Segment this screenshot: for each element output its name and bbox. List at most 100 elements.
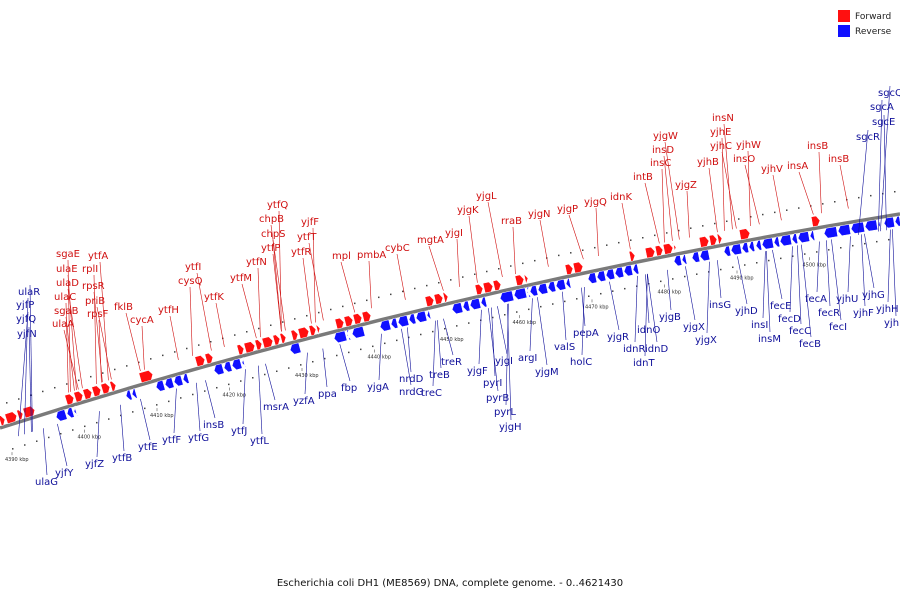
axis-dot: [822, 203, 824, 205]
reverse-gene-label-leader: [205, 380, 216, 419]
axis-dot: [354, 302, 356, 305]
reverse-gene-arrow: [173, 374, 184, 387]
forward-gene-label-leader: [644, 182, 660, 244]
axis-dot: [198, 344, 200, 346]
forward-gene-label-leader: [312, 227, 316, 323]
forward-gene-arrow: [738, 228, 751, 241]
forward-gene-label-leader: [302, 257, 312, 324]
forward-gene-label-leader: [708, 167, 718, 233]
reverse-gene-label-leader: [609, 281, 620, 331]
forward-gene-label: insN: [712, 113, 734, 124]
forward-gene-arrow: [482, 281, 494, 294]
reverse-gene-arrow: [587, 272, 598, 284]
forward-gene-label-leader: [308, 242, 324, 321]
reverse-gene-arrow: [529, 285, 539, 297]
axis-dot: [894, 190, 896, 193]
axis-dot: [246, 331, 248, 333]
forward-gene-label: rpsF: [87, 309, 109, 320]
axis-dot: [66, 383, 68, 385]
forward-gene-label: insD: [652, 145, 674, 156]
axis-dot: [432, 330, 434, 333]
forward-gene-arrow: [514, 274, 525, 287]
forward-gene-arrow: [297, 326, 310, 339]
axis-dot: [696, 273, 698, 275]
axis-dot: [864, 242, 866, 245]
forward-gene-label: sgaB: [54, 306, 79, 317]
axis-dot: [528, 308, 530, 311]
legend-reverse-label: Reverse: [855, 27, 892, 37]
axis-dot: [6, 402, 8, 404]
forward-gene-label: fklB: [114, 302, 133, 313]
forward-gene-label-leader: [241, 283, 257, 339]
forward-gene-label-leader: [141, 325, 145, 370]
reverse-gene-arrow: [289, 342, 302, 355]
axis-dot: [798, 207, 800, 209]
forward-gene-label: rraB: [501, 216, 522, 227]
reverse-gene-label-leader: [645, 274, 650, 324]
forward-gene-label: yjhE: [710, 127, 731, 138]
forward-gene-labels: sgaE ulaE ulaD ulaC sgaB ulaA rplI rpsR priB rpsF…: [52, 113, 849, 393]
forward-gene-label: yjhC: [710, 141, 732, 152]
forward-gene-arrow: [492, 279, 502, 292]
reverse-gene-label-leader: [43, 428, 48, 476]
forward-gene-label-leader: [98, 319, 102, 383]
reverse-gene-label: yjgA: [367, 382, 389, 393]
forward-gene-label: yjgZ: [675, 180, 697, 191]
axis-dot: [138, 361, 140, 364]
reverse-gene-arrow: [791, 233, 799, 245]
reverse-gene-label: ytfL: [250, 436, 269, 447]
reverse-gene-arrow: [231, 358, 243, 371]
reverse-gene-arrow: [223, 361, 233, 373]
reverse-gene-label-leader: [647, 273, 658, 343]
axis-dot: [642, 237, 644, 239]
axis-dot: [750, 216, 752, 218]
reverse-gene-arrow: [614, 266, 625, 279]
reverse-gene-label: sgcA: [870, 102, 894, 113]
reverse-gene-label: valS: [554, 342, 575, 353]
axis-dot: [306, 314, 308, 317]
axis-dot: [588, 295, 590, 297]
axis-dot: [840, 247, 842, 249]
axis-dot: [888, 238, 890, 241]
reverse-gene-arrow: [623, 264, 634, 277]
forward-gene-label: yjhV: [761, 164, 783, 175]
reverse-gene-arrow: [73, 405, 79, 417]
axis-dot: [108, 418, 110, 420]
axis-dot: [150, 358, 152, 360]
legend: Forward Reverse: [838, 10, 892, 37]
reverse-gene-label: ytfB: [112, 453, 132, 464]
forward-gene-arrow: [204, 352, 214, 365]
reverse-gene-label-leader: [242, 369, 246, 425]
axis-dot: [552, 303, 554, 305]
axis-dot: [762, 213, 764, 216]
axis-dot: [78, 379, 80, 382]
reverse-gene-label: idnR: [623, 344, 645, 355]
axis-dot: [804, 253, 806, 255]
forward-gene-label: insB: [807, 141, 828, 152]
reverse-gene-label: ytfG: [188, 433, 209, 444]
forward-gene-arrow: [138, 370, 154, 384]
axis-dot: [282, 321, 284, 323]
scale-tick-label: 4400 kbp: [78, 435, 102, 441]
reverse-gene-label: ytfE: [138, 442, 158, 453]
forward-gene-arrow: [73, 390, 84, 403]
forward-gene-label-leader: [169, 315, 179, 360]
axis-dot: [708, 271, 710, 273]
axis-dot: [462, 276, 464, 278]
reverse-gene-label-leader: [140, 398, 151, 441]
axis-dot: [492, 316, 494, 319]
reverse-gene-label-leader: [529, 298, 533, 352]
reverse-gene-label: yjhD: [735, 306, 758, 317]
forward-gene-arrow: [662, 243, 674, 255]
forward-gene-label-leader: [772, 174, 782, 221]
forward-gene-label: ytfT: [297, 232, 317, 243]
axis-dot: [666, 232, 668, 234]
axis-dot: [330, 308, 332, 311]
reverse-gene-label-leader: [797, 245, 802, 325]
forward-gene-label: ytfH: [158, 305, 179, 316]
forward-gene-label: pmbA: [357, 250, 386, 261]
reverse-gene-label-leader: [789, 246, 793, 313]
reverse-gene-label-leader: [562, 291, 567, 341]
axis-dot: [396, 339, 398, 342]
reverse-gene-label-leader: [339, 344, 351, 382]
